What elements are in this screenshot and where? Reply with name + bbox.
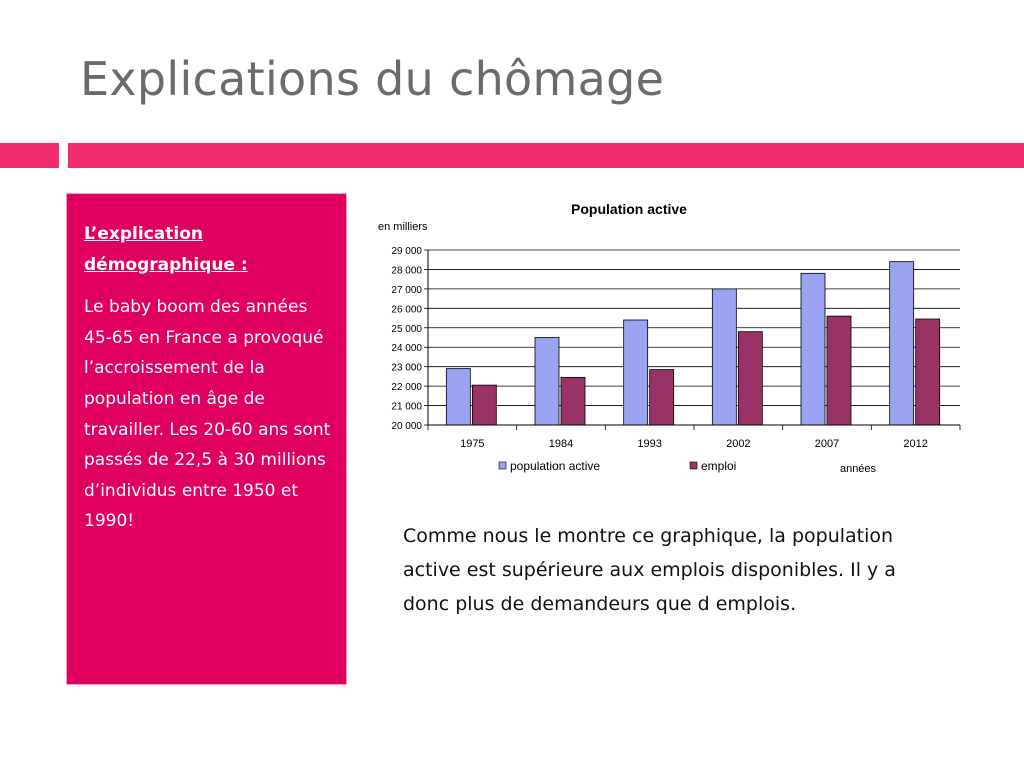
bar-emploi — [915, 318, 941, 426]
y-tick-label: 23 000 — [391, 363, 422, 374]
y-tick-label: 25 000 — [391, 324, 422, 335]
population-chart: Population active en milliers années 20 … — [362, 192, 970, 494]
bar-emploi — [560, 376, 586, 426]
legend-label: population active — [510, 459, 600, 473]
chart-ylabel: en milliers — [378, 221, 428, 233]
y-tick-label: 29 000 — [391, 246, 422, 257]
explanation-heading: L’explication démographique : — [84, 224, 248, 275]
slide-title: Explications du chômage — [80, 52, 665, 106]
y-tick-label: 27 000 — [391, 285, 422, 296]
x-tick-label: 1993 — [637, 438, 661, 450]
legend-label: emploi — [701, 459, 736, 473]
explanation-text: Le baby boom des années 45-65 en France … — [84, 297, 331, 532]
explanation-content: L’explication démographique : Le baby bo… — [84, 219, 334, 537]
bar-population-active — [800, 272, 826, 426]
bar-emploi — [826, 315, 852, 426]
x-tick-label: 1984 — [549, 438, 573, 450]
y-tick-label: 21 000 — [391, 402, 422, 413]
explanation-panel: L’explication démographique : Le baby bo… — [66, 193, 347, 685]
bar-population-active — [534, 337, 560, 426]
bar-emploi — [471, 384, 497, 426]
legend-swatch — [689, 461, 698, 470]
y-tick-label: 26 000 — [391, 304, 422, 315]
x-tick-label: 1975 — [460, 438, 484, 450]
bar-emploi — [649, 369, 675, 426]
bar-population-active — [445, 368, 471, 426]
bar-population-active — [889, 261, 915, 426]
legend-swatch — [498, 461, 507, 470]
chart-xlabel: années — [840, 463, 877, 475]
y-tick-label: 24 000 — [391, 343, 422, 354]
x-tick-label: 2002 — [726, 438, 750, 450]
accent-bar-right — [68, 143, 1024, 168]
x-tick-label: 2007 — [815, 438, 839, 450]
chart-caption: Comme nous le montre ce graphique, la po… — [403, 525, 896, 615]
bar-population-active — [711, 288, 737, 426]
chart-svg: Population active en milliers années 20 … — [362, 192, 970, 494]
x-tick-label: 2012 — [903, 438, 927, 450]
y-tick-label: 28 000 — [391, 265, 422, 276]
chart-axes: 20 000 21 000 22 000 23 000 24 000 25 000 26 0… — [391, 246, 961, 450]
accent-bar-left — [0, 143, 59, 168]
chart-legend: population active emploi — [498, 459, 736, 473]
bar-emploi — [737, 331, 763, 426]
y-tick-label: 22 000 — [391, 382, 422, 393]
chart-grid — [428, 249, 960, 426]
y-tick-label: 20 000 — [391, 421, 422, 432]
chart-title: Population active — [571, 201, 687, 217]
chart-background — [362, 192, 970, 494]
bar-population-active — [623, 319, 649, 426]
